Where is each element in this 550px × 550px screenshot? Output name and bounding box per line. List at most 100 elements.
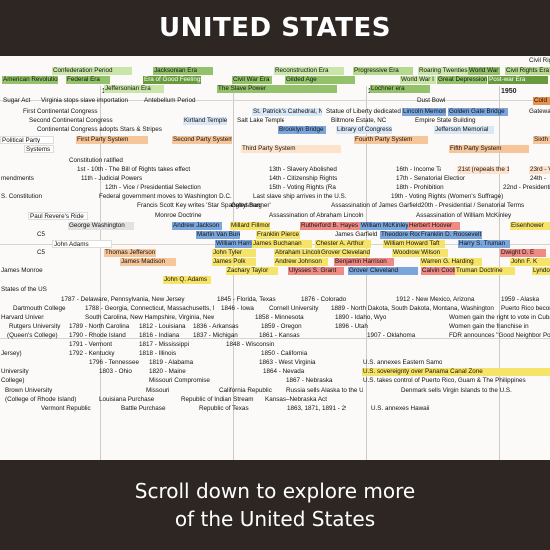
timeline-event[interactable]: Statue of Liberty dedicated xyxy=(326,108,401,115)
timeline-event[interactable]: Monroe Doctrine xyxy=(155,212,202,219)
timeline-event[interactable]: 14th - Citizenship Rights xyxy=(269,175,338,182)
timeline-event[interactable]: Assassination of William McKinley xyxy=(416,212,512,219)
timeline-event[interactable]: Franklin D. Roosevelt xyxy=(420,231,482,239)
timeline-event[interactable]: U.S. sovereignty over Panama Canal Zone xyxy=(362,368,550,376)
timeline-event[interactable]: 11th - Judicial Powers xyxy=(81,175,142,182)
timeline-event[interactable]: 1820 - Maine xyxy=(149,368,186,375)
timeline-event[interactable]: University xyxy=(1,368,29,375)
timeline-event[interactable]: 22nd - Presidential xyxy=(503,184,550,191)
timeline-event[interactable]: Martin Van Buren xyxy=(196,231,240,239)
timeline-event[interactable]: Federal Era xyxy=(66,76,110,84)
timeline-event[interactable]: 1858 - Minnesota xyxy=(255,314,304,321)
timeline-event[interactable]: Chester A. Arthur xyxy=(315,240,371,248)
timeline-event[interactable]: Andrew Jackson xyxy=(172,222,222,230)
timeline-event[interactable]: World War II xyxy=(468,67,500,75)
timeline-event[interactable]: Great Depression xyxy=(437,76,487,84)
timeline-event[interactable]: U.S. annexes Hawaii xyxy=(371,405,430,412)
timeline-event[interactable]: Golden Gate Bridge xyxy=(448,108,508,116)
timeline-event[interactable]: Zachary Taylor xyxy=(226,267,278,275)
timeline-event[interactable]: Sugar Act xyxy=(3,97,31,104)
timeline-event[interactable]: Third Party System xyxy=(241,145,341,153)
timeline-event[interactable]: 1896 - Utah xyxy=(335,323,368,330)
timeline-event[interactable]: 1861 - Kansas xyxy=(259,332,300,339)
timeline-event[interactable]: Second Party System xyxy=(172,136,232,144)
timeline-event[interactable]: Republic of Texas xyxy=(199,405,249,412)
timeline-event[interactable]: 15th - Voting Rights (Race) xyxy=(269,184,336,191)
timeline-event[interactable]: Salt Lake Temple xyxy=(237,117,284,124)
timeline-event[interactable]: 24th - xyxy=(530,175,547,182)
timeline-event[interactable]: Continental Congress adopts Stars & Stri… xyxy=(37,126,162,133)
timeline-event[interactable]: (Queen's College) xyxy=(7,332,58,339)
timeline-event[interactable]: 19th - Voting Rights (Women's Suffrage) xyxy=(391,193,504,200)
timeline-event[interactable]: C5 xyxy=(37,249,46,256)
timeline-event[interactable]: Harry S. Truman xyxy=(458,240,510,248)
timeline-event[interactable]: 18th - Prohibition xyxy=(396,184,444,191)
timeline-event[interactable]: Jacksonian Era xyxy=(153,67,213,75)
timeline-event[interactable]: Assassination of Abraham Lincoln xyxy=(269,212,364,219)
timeline-event[interactable]: St. Patrick's Cathedral, NY xyxy=(252,108,322,116)
timeline-event[interactable]: James Monroe xyxy=(1,267,43,274)
timeline-event[interactable]: 1959 - Alaska xyxy=(501,296,540,303)
timeline-event[interactable]: Library of Congress xyxy=(336,126,392,134)
timeline-event[interactable]: Assassination of James Garfield xyxy=(331,202,421,209)
timeline-event[interactable]: Reconstruction Era xyxy=(274,67,344,75)
timeline-event[interactable]: Rutherford B. Hayes xyxy=(300,222,362,230)
timeline-event[interactable]: Benjamin Harrison xyxy=(334,258,394,266)
timeline-event[interactable]: Era of Good Feelings xyxy=(143,76,201,84)
timeline-event[interactable]: Millard Fillmore xyxy=(230,222,270,230)
timeline-event[interactable]: 1836 - Arkansas xyxy=(193,323,239,330)
timeline-event[interactable]: Franklin Pierce xyxy=(256,231,300,239)
timeline-event[interactable]: Political Party xyxy=(0,136,54,144)
timeline-event[interactable]: Thomas Jefferson xyxy=(104,249,156,257)
timeline-event[interactable]: John Tyler xyxy=(212,249,256,257)
timeline-event[interactable]: 1796 - Tennessee xyxy=(89,359,139,366)
timeline-event[interactable]: 1789 - North Carolina xyxy=(69,323,130,330)
timeline-event[interactable]: Denmark sells Virgin Islands to the U.S. xyxy=(401,387,512,394)
timeline-event[interactable]: South Carolina, New Hampshire, Virginia,… xyxy=(85,314,214,321)
timeline-event[interactable]: Jersey) xyxy=(1,350,22,357)
timeline-event[interactable]: 1845 - Florida, Texas xyxy=(217,296,276,303)
timeline-event[interactable]: William Howard Taft xyxy=(383,240,445,248)
timeline-event[interactable]: Civil Rights Era xyxy=(505,67,550,75)
timeline-event[interactable]: Republic of Indian Stream xyxy=(181,396,254,403)
timeline-event[interactable]: 1787 - Delaware, Pennsylvania, New Jerse… xyxy=(61,296,185,303)
timeline-event[interactable]: James Buchanan xyxy=(252,240,312,248)
timeline-event[interactable]: 1876 - Colorado xyxy=(301,296,347,303)
timeline-event[interactable]: Biltmore Estate, NC xyxy=(331,117,386,124)
timeline-event[interactable]: Cornell University xyxy=(269,305,319,312)
timeline-event[interactable]: Andrew Johnson xyxy=(274,258,328,266)
timeline-event[interactable]: John F. K xyxy=(510,258,550,266)
timeline-event[interactable]: 1850 - California xyxy=(261,350,308,357)
timeline-event[interactable]: 1819 - Alabama xyxy=(149,359,194,366)
timeline-event[interactable]: Warren G. Harding xyxy=(420,258,482,266)
timeline-event[interactable]: 1818 - Illinois xyxy=(139,350,177,357)
timeline-event[interactable]: Brooklyn Bridge xyxy=(278,126,326,134)
timeline-event[interactable]: Fourth Party System xyxy=(354,136,428,144)
timeline-event[interactable]: 1791 - Vermont xyxy=(69,341,113,348)
timeline-event[interactable]: Post-war Era xyxy=(488,76,548,84)
timeline-event[interactable]: William Harrison xyxy=(215,240,271,248)
timeline-event[interactable]: Kansas–Nebraska Act xyxy=(265,396,327,403)
timeline-event[interactable]: 1890 - Idaho, Wyoming xyxy=(335,314,386,321)
timeline-event[interactable]: Civil Rights E xyxy=(529,57,550,64)
timeline-event[interactable]: Second Continental Congress xyxy=(29,117,113,124)
timeline-event[interactable]: 1863, 1871, 1891 - 295 xyxy=(287,405,346,412)
timeline-event[interactable]: 1817 - Mississippi xyxy=(139,341,190,348)
timeline-event[interactable]: 23rd - Vo xyxy=(529,166,550,174)
timeline-event[interactable]: First Continental Congress xyxy=(23,108,98,115)
timeline-event[interactable]: James Polk xyxy=(212,258,256,266)
timeline-event[interactable]: Truman Doctrine xyxy=(455,267,515,275)
timeline-event[interactable]: Herbert Hoover xyxy=(408,222,460,230)
timeline-event[interactable]: Virginia stops slave importation xyxy=(41,97,129,104)
timeline-event[interactable]: Battle Purchase xyxy=(121,405,166,412)
timeline-event[interactable]: 1846 - Iowa xyxy=(221,305,254,312)
timeline-event[interactable]: College) xyxy=(1,377,25,384)
timeline-event[interactable]: FDR announces "Good Neighbor Policy" xyxy=(449,332,550,339)
timeline-event[interactable]: John Q. Adams xyxy=(163,276,211,284)
timeline-event[interactable]: Gettysburg Address xyxy=(231,202,262,209)
timeline-event[interactable]: Confederation Period xyxy=(52,67,132,75)
timeline-event[interactable]: Dust Bowl xyxy=(417,97,446,104)
timeline-event[interactable]: Harvard University xyxy=(1,314,44,321)
timeline-event[interactable]: States of the US xyxy=(1,286,47,293)
timeline-event[interactable]: Roaring Twenties xyxy=(418,67,468,75)
